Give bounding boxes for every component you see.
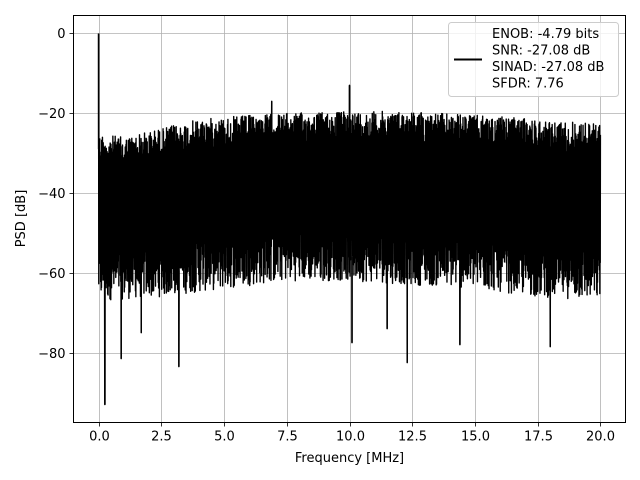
legend-snr: SNR: -27.08 dB [492, 44, 590, 59]
y-axis-ticks: 0 −20 −40 −60 −80 [38, 27, 74, 362]
x-tick-label: 15.0 [461, 430, 490, 445]
y-tick-label: −80 [38, 347, 65, 362]
x-tick-label: 0.0 [89, 430, 110, 445]
series-psd [97, 33, 602, 406]
x-tick-label: 5.0 [214, 430, 235, 445]
x-axis-ticks: 0.0 2.5 5.0 7.5 10.0 12.5 15.0 17.5 20.0 [89, 422, 615, 445]
y-tick-label: −60 [38, 267, 65, 282]
x-tick-label: 10.0 [336, 430, 365, 445]
y-tick-label: −40 [38, 187, 65, 202]
x-tick-label: 20.0 [586, 430, 615, 445]
x-tick-label: 2.5 [151, 430, 172, 445]
axes-frame [73, 15, 626, 423]
x-tick-label: 7.5 [277, 430, 298, 445]
legend-sfdr: SFDR: 7.76 [492, 77, 564, 92]
y-axis-label: PSD [dB] [14, 190, 29, 248]
y-tick-label: 0 [57, 27, 65, 42]
x-tick-label: 12.5 [398, 430, 427, 445]
legend: ENOB: -4.79 bits SNR: -27.08 dB SINAD: -… [448, 22, 619, 97]
y-tick-label: −20 [38, 107, 65, 122]
x-tick-label: 17.5 [524, 430, 553, 445]
legend-box [448, 22, 619, 97]
x-axis-label: Frequency [MHz] [295, 451, 404, 466]
legend-enob: ENOB: -4.79 bits [492, 27, 599, 42]
legend-sinad: SINAD: -27.08 dB [492, 60, 604, 75]
